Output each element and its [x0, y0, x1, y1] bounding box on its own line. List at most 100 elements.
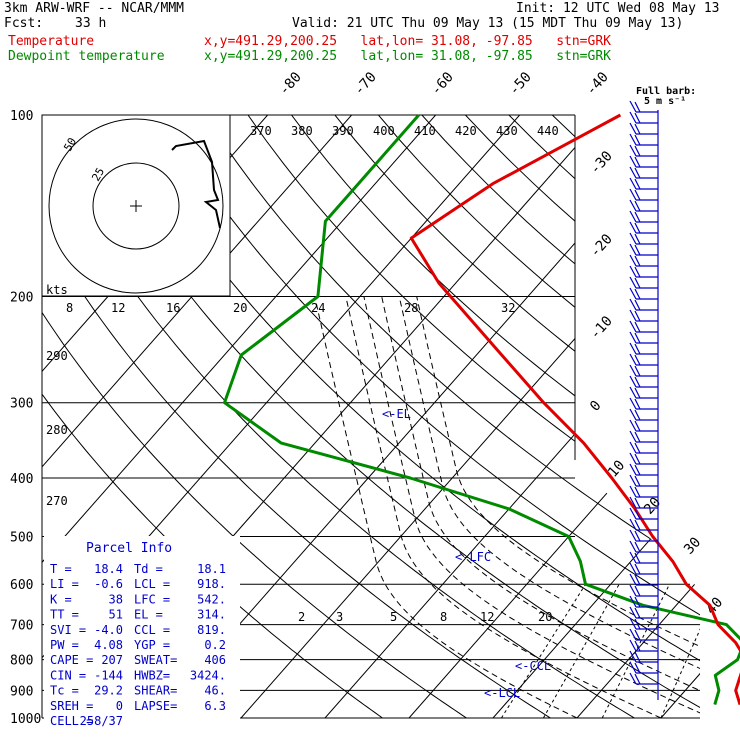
speed-scale-label: 20 [233, 301, 247, 315]
temperature-legend: Temperature [8, 34, 95, 49]
parcel-value: 46. [204, 684, 226, 698]
wind-barb-flag [634, 134, 641, 146]
wind-barb-flag [634, 596, 641, 608]
wind-barb-flag [629, 375, 637, 388]
parcel-key: YGP = [134, 638, 170, 652]
wind-barb-flag [629, 144, 637, 157]
wind-barb-flag [629, 386, 637, 399]
parcel-key: EL = [134, 608, 163, 622]
pressure-label: 500 [10, 530, 33, 545]
parcel-key: TT = [50, 608, 79, 622]
wind-barb-flag [634, 211, 641, 223]
isotherm-label: -30 [587, 148, 616, 178]
wind-barb-flag [629, 650, 637, 663]
wind-barb-flag [629, 287, 637, 300]
parcel-value: 918. [197, 577, 226, 591]
theta-label: 400 [373, 124, 395, 138]
wind-barb-flag [634, 299, 641, 311]
parcel-value: 29.2 [94, 684, 123, 698]
mixing-ratio-label: 5 [390, 610, 397, 624]
dry-adiabat [421, 115, 700, 718]
wind-barb-flag [634, 420, 641, 432]
isotherm-line [42, 115, 353, 718]
isotherm-label: -70 [351, 69, 380, 99]
parcel-value: 51 [109, 608, 123, 622]
dry-adiabat [508, 115, 700, 718]
model-title: 3km ARW-WRF -- NCAR/MMM [4, 1, 185, 16]
wind-barb-flag [629, 672, 637, 685]
wind-barb-flag [634, 673, 641, 685]
wind-barb-flag [634, 387, 641, 399]
dry-adiabat [551, 115, 700, 718]
mixing-ratio-label: 3 [336, 610, 343, 624]
wind-barb-flag [629, 122, 637, 135]
wind-barb-flag [629, 232, 637, 245]
level-marker: <-EL [382, 407, 411, 421]
wind-barb-flag [629, 298, 637, 311]
wind-barb-flag [629, 496, 637, 509]
parcel-key: SREH = [50, 699, 93, 713]
speed-scale-label: 16 [166, 301, 180, 315]
wind-barb-flag [629, 518, 637, 531]
parcel-key: CAPE = [50, 653, 93, 667]
isotherm-label: 20 [641, 494, 664, 517]
wind-barb-flag [629, 529, 637, 542]
parcel-key: T = [50, 562, 72, 576]
isotherm-label: 30 [681, 534, 704, 557]
wind-barb-flag [629, 342, 637, 355]
parcel-value: 258/37 [80, 714, 123, 728]
wind-barb-flag [629, 485, 637, 498]
speed-scale-label: 32 [501, 301, 515, 315]
wind-barb-flag [629, 309, 637, 322]
hodograph-trace [171, 139, 221, 229]
wind-barb-flag [634, 464, 641, 476]
wind-barb-flag [634, 310, 641, 322]
speed-scale-label: 28 [404, 301, 418, 315]
isotherm-label: 0 [587, 398, 605, 415]
wind-barbs [629, 100, 658, 685]
temperature-location: x,y=491.29,200.25 lat,lon= 31.08, -97.85… [204, 34, 611, 49]
dry-adiabat [42, 115, 635, 718]
parcel-value: 819. [197, 623, 226, 637]
wind-barb-flag [634, 112, 641, 124]
theta-label: 370 [250, 124, 272, 138]
wind-barb-flag [634, 497, 641, 509]
pressure-label: 100 [10, 109, 33, 124]
wind-barb-flag [629, 353, 637, 366]
isotherm-line [492, 115, 700, 718]
wind-barb-flag [629, 606, 637, 619]
dry-adiabat [595, 115, 700, 718]
wind-barb-flag [629, 441, 637, 454]
init-time: Init: 12 UTC Wed 08 May 13 [516, 1, 720, 16]
parcel-value: 18.4 [94, 562, 123, 576]
parcel-info-bg [44, 536, 240, 728]
parcel-key: K = [50, 592, 72, 606]
parcel-value: 406 [204, 653, 226, 667]
speed-scale-label: 24 [311, 301, 325, 315]
level-marker: <-LFC [455, 550, 491, 564]
wind-barb-flag [629, 617, 637, 630]
mixing-ratio-line [601, 584, 670, 718]
wind-barb-flag [634, 552, 641, 564]
forecast-hour: 33 h [75, 16, 107, 31]
parcel-key: LI = [50, 577, 79, 591]
wind-barb-flag [634, 156, 641, 168]
dry-adiabat [160, 115, 700, 718]
wind-barb-flag [634, 354, 641, 366]
pressure-label: 600 [10, 578, 33, 593]
wind-barb-flag [634, 222, 641, 234]
wind-barb-flag [634, 519, 641, 531]
hodograph-ring-label: 50 [61, 136, 79, 154]
wind-barb-flag [629, 584, 637, 597]
parcel-key: LCL = [134, 577, 170, 591]
wind-barb-flag [634, 607, 641, 619]
wind-barb-flag [629, 540, 637, 553]
wind-barb-flag [634, 266, 641, 278]
dewpoint-location: x,y=491.29,200.25 lat,lon= 31.08, -97.85… [204, 49, 611, 64]
wind-barb-flag [629, 463, 637, 476]
parcel-value: 207 [101, 653, 123, 667]
wind-legend: Full barb: [636, 86, 696, 97]
wind-barb-flag [634, 563, 641, 575]
wind-barb-flag [629, 188, 637, 201]
